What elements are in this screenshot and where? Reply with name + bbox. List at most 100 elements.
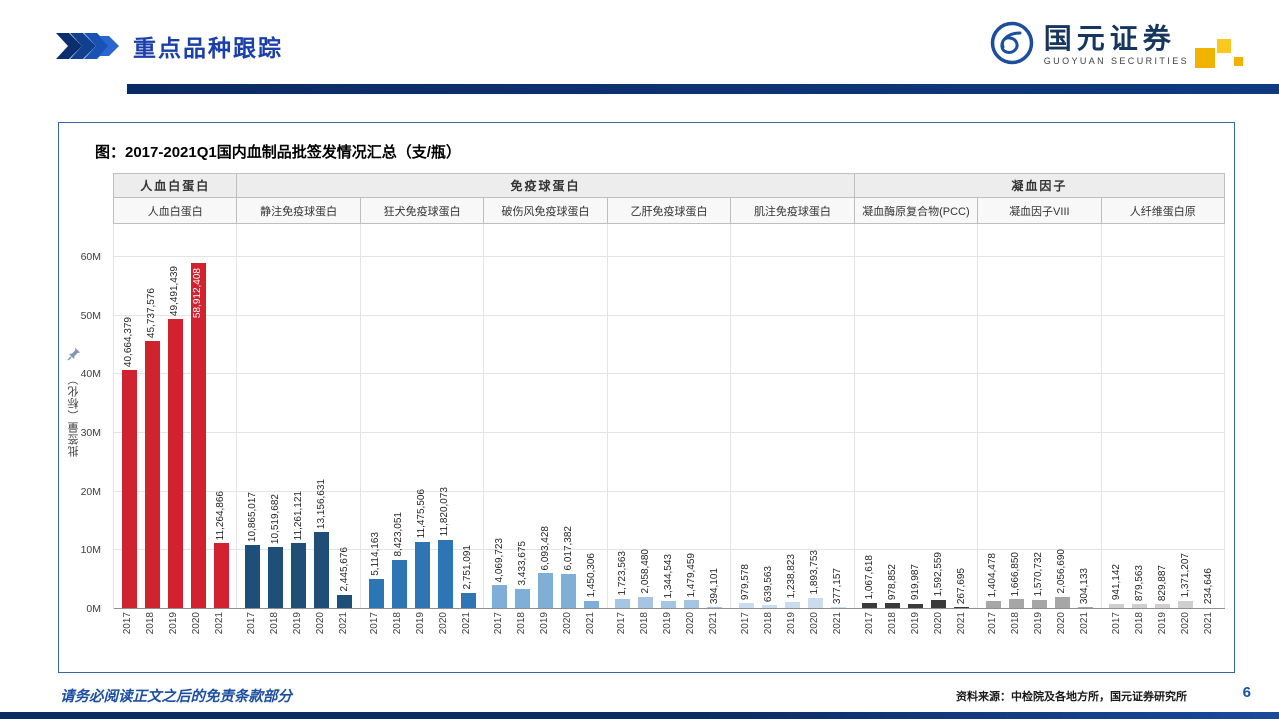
plot-area: 40,664,379 45,737,576 49,491,439 58,912,408… bbox=[113, 224, 1225, 609]
bar-slot: 2,058,480 bbox=[638, 224, 654, 609]
x-tick-label: 2019 bbox=[786, 612, 798, 635]
chart-frame: 图：2017-2021Q1国内血制品批签发情况汇总（支/瓶） 批签量（标化） 0… bbox=[58, 122, 1235, 673]
logo-accent-squares-icon bbox=[1194, 36, 1246, 76]
bar-slot: 377,157 bbox=[830, 224, 846, 609]
bar-slot: 1,723,563 bbox=[615, 224, 631, 609]
bar bbox=[167, 318, 183, 609]
bar-value-label: 11,261,121 bbox=[292, 490, 304, 540]
y-tick-label: 40M bbox=[80, 368, 101, 381]
x-tick-label: 2018 bbox=[639, 612, 651, 635]
bar-slot: 10,519,682 bbox=[268, 224, 284, 609]
series-header-cell: 人纤维蛋白原 bbox=[1101, 198, 1225, 224]
x-tick-label: 2018 bbox=[515, 612, 527, 635]
x-tick-label: 2020 bbox=[1056, 612, 1068, 635]
bar-value-label: 377,157 bbox=[832, 567, 844, 604]
bar bbox=[1155, 604, 1171, 609]
bar-value-label: 304,133 bbox=[1079, 568, 1091, 605]
bar-slot: 6,093,428 bbox=[538, 224, 554, 609]
bar-group: 40,664,379 45,737,576 49,491,439 58,912,408… bbox=[114, 224, 238, 609]
chevrons-icon bbox=[56, 33, 124, 64]
group-header-cell: 凝血因子 bbox=[854, 173, 1225, 198]
x-tick-label: 2020 bbox=[438, 612, 450, 635]
bar-value-label: 49,491,439 bbox=[169, 265, 181, 316]
bar-value-label: 4,069,723 bbox=[493, 537, 505, 583]
gridline bbox=[114, 256, 1225, 257]
pin-icon bbox=[67, 347, 81, 366]
x-tick-label: 2020 bbox=[809, 612, 821, 635]
gridline bbox=[114, 549, 1225, 551]
x-tick-label: 2020 bbox=[685, 612, 697, 635]
bar-value-label: 11,264,866 bbox=[215, 490, 227, 540]
y-tick-label: 30M bbox=[80, 427, 101, 439]
bar bbox=[738, 603, 754, 609]
bar-slot: 11,475,506 bbox=[414, 224, 430, 609]
bar bbox=[830, 606, 846, 609]
y-tick-label: 50M bbox=[80, 309, 101, 322]
bar-slot: 11,820,073 bbox=[437, 224, 453, 609]
bar-value-label: 941,142 bbox=[1110, 564, 1122, 601]
x-tick-group: 2017 2018 2019 2020 2021 bbox=[360, 609, 484, 655]
bar-group: 5,114,163 8,423,051 11,475,506 11,820,073 2,… bbox=[361, 224, 485, 609]
bar-value-label: 267,695 bbox=[955, 568, 967, 605]
bar bbox=[492, 585, 508, 609]
bar-slot: 1,570,732 bbox=[1031, 224, 1047, 609]
bar-value-label: 234,646 bbox=[1202, 568, 1214, 605]
bar-group: 4,069,723 3,433,675 6,093,428 6,017,382 1,45… bbox=[484, 224, 608, 609]
bar-slot: 8,423,051 bbox=[391, 224, 407, 609]
x-tick-group: 2017 2018 2019 2020 2021 bbox=[484, 609, 608, 655]
x-tick-label: 2018 bbox=[268, 612, 280, 635]
y-tick-label: 10M bbox=[80, 544, 101, 557]
bar-value-label: 1,592,559 bbox=[932, 552, 944, 597]
bar-slot: 879,563 bbox=[1132, 224, 1148, 609]
bar-value-label: 639,563 bbox=[763, 566, 775, 603]
x-tick-label: 2018 bbox=[145, 612, 157, 635]
bar-value-label: 10,865,017 bbox=[246, 492, 258, 543]
bar-slot: 40,664,379 bbox=[121, 224, 137, 609]
bar bbox=[1031, 599, 1047, 609]
bar-slot: 5,114,163 bbox=[368, 224, 384, 609]
bar bbox=[761, 605, 777, 609]
bar bbox=[1132, 603, 1148, 609]
bar bbox=[121, 370, 137, 609]
bar bbox=[1178, 601, 1194, 609]
bar bbox=[1054, 596, 1070, 609]
y-tick-label: 20M bbox=[80, 485, 101, 498]
x-tick-label: 2020 bbox=[314, 612, 326, 635]
bar bbox=[638, 596, 654, 609]
x-tick-label: 2017 bbox=[245, 612, 257, 635]
bar bbox=[337, 594, 353, 609]
bar-slot: 2,751,091 bbox=[460, 224, 476, 609]
bar-value-label: 1,570,732 bbox=[1033, 552, 1045, 597]
x-tick-label: 2018 bbox=[392, 612, 404, 635]
bar-group: 1,067,618 978,852 919,987 1,592,559 267,695 bbox=[855, 224, 979, 609]
x-tick-group: 2017 2018 2019 2020 2021 bbox=[854, 609, 978, 655]
bar-value-label: 45,737,576 bbox=[146, 287, 158, 338]
x-tick-label: 2021 bbox=[1079, 612, 1091, 635]
group-header-row: 人血白蛋白 免疫球蛋白 凝血因子 bbox=[113, 173, 1225, 198]
bar bbox=[885, 603, 901, 609]
bar-slot: 58,912,408 bbox=[190, 224, 206, 609]
bar-value-label: 1,893,753 bbox=[809, 550, 821, 595]
bar-value-label: 1,479,459 bbox=[685, 552, 697, 598]
bar-slot: 45,737,576 bbox=[144, 224, 160, 609]
x-tick-label: 2017 bbox=[1110, 612, 1122, 635]
logo-subtitle: GUOYUAN SECURITIES bbox=[1043, 56, 1189, 67]
bar-slot: 829,887 bbox=[1155, 224, 1171, 609]
x-tick-label: 2021 bbox=[1202, 612, 1214, 635]
series-header-cell: 人血白蛋白 bbox=[114, 198, 238, 224]
bar-slot: 1,666,850 bbox=[1008, 224, 1024, 609]
bar-value-label: 394,101 bbox=[708, 567, 720, 604]
x-tick-group: 2017 2018 2019 2020 2021 bbox=[607, 609, 731, 655]
bar-slot: 267,695 bbox=[954, 224, 970, 609]
bar-slot: 639,563 bbox=[761, 224, 777, 609]
x-tick-label: 2018 bbox=[886, 612, 898, 635]
x-tick-label: 2017 bbox=[616, 612, 628, 635]
bar-group: 10,865,017 10,519,682 11,261,121 13,156,631… bbox=[237, 224, 361, 609]
bar-slot: 11,261,121 bbox=[291, 224, 307, 609]
x-tick-label: 2019 bbox=[168, 612, 180, 635]
bar-slot: 2,445,676 bbox=[337, 224, 353, 609]
bar-slot: 1,479,459 bbox=[684, 224, 700, 609]
bar-slot: 6,017,382 bbox=[561, 224, 577, 609]
footer-disclaimer: 请务必阅读正文之后的免责条款部分 bbox=[60, 689, 292, 705]
